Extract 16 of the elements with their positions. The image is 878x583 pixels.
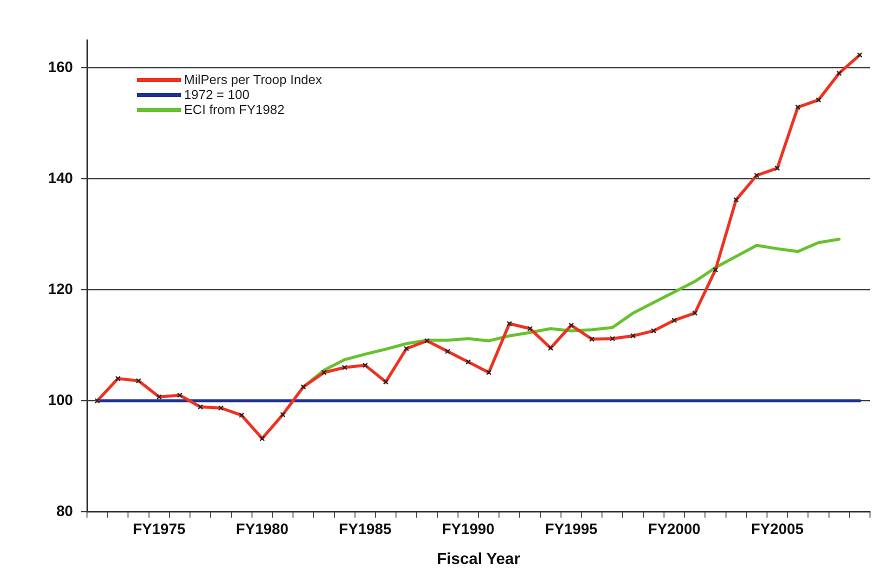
y-tick-label: 80 xyxy=(56,502,74,520)
x-tick-label: FY1980 xyxy=(236,520,288,538)
x-tick-label: FY1995 xyxy=(544,520,598,538)
x-tick-label: FY2000 xyxy=(648,520,701,538)
x-axis-title: Fiscal Year xyxy=(436,550,520,568)
legend-label: ECI from FY1982 xyxy=(184,102,284,117)
y-tick-label: 160 xyxy=(48,58,74,76)
x-tick-label: FY1985 xyxy=(338,520,392,538)
y-tick-label: 120 xyxy=(48,280,74,298)
x-tick-label: FY1990 xyxy=(442,520,494,538)
x-tick-label: FY2005 xyxy=(751,520,804,538)
y-tick-label: 140 xyxy=(48,170,74,187)
x-tick-label: FY1975 xyxy=(132,520,186,538)
legend-label: MilPers per Troop Index xyxy=(184,72,322,87)
y-tick-label: 100 xyxy=(48,392,74,409)
legend-label: 1972 = 100 xyxy=(184,87,250,102)
